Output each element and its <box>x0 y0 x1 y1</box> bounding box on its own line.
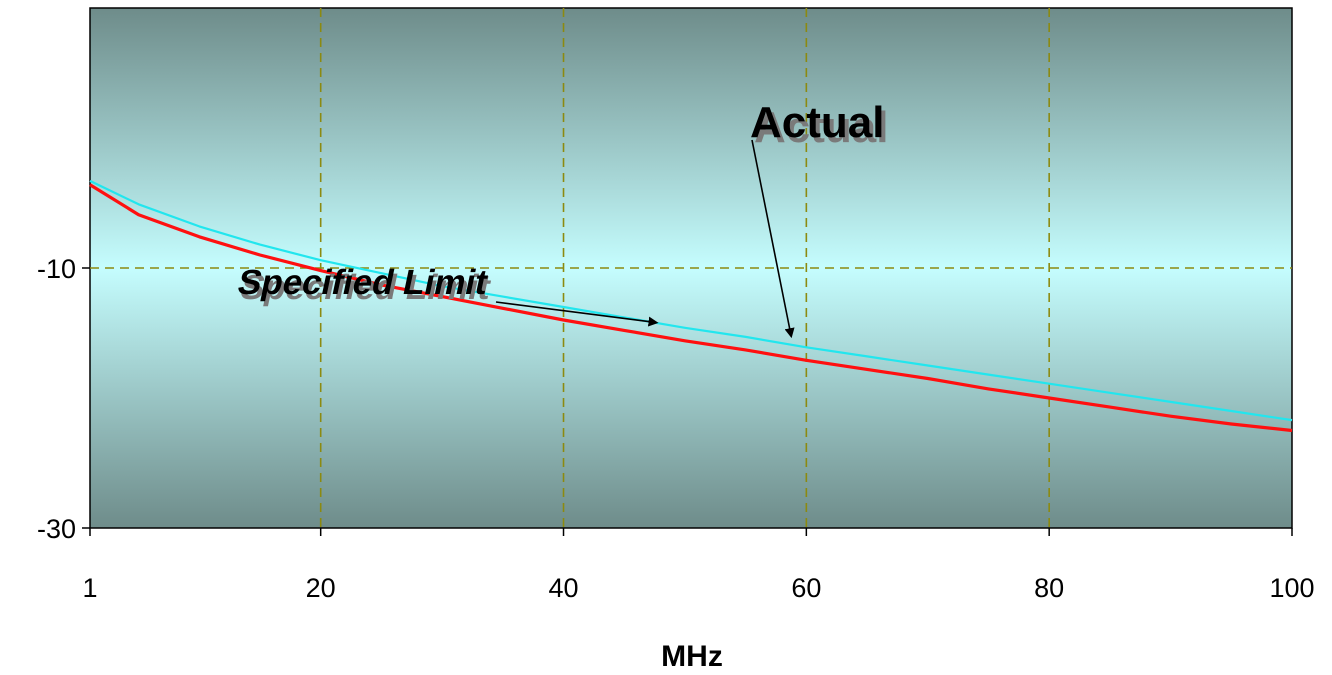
y-tick-label: -30 <box>37 514 76 544</box>
series-line-specified-limit <box>89 183 1293 433</box>
x-tick-label: 40 <box>548 573 578 603</box>
x-tick-label: 20 <box>306 573 336 603</box>
annotation-shadow: Actual <box>754 103 888 152</box>
x-tick-label: 100 <box>1269 573 1314 603</box>
series-line-actual <box>89 179 1293 422</box>
axes: 1 20 40 60 80 100 -10 -30 <box>37 254 1315 603</box>
grid-lines <box>90 8 1292 528</box>
x-tick-label: 1 <box>82 573 97 603</box>
annotation-shadow: Specified Limit <box>237 268 494 307</box>
x-tick-label: 80 <box>1034 573 1064 603</box>
annotation-label: Actual <box>750 98 884 147</box>
y-tick-label: -10 <box>37 254 76 284</box>
x-tick-label: 60 <box>791 573 821 603</box>
annotation-arrow <box>751 139 795 339</box>
annotation-arrow <box>495 301 659 327</box>
series-lines <box>89 179 1293 433</box>
x-axis-title: MHz <box>661 640 723 673</box>
annotation-label: Specified Limit <box>234 263 491 302</box>
